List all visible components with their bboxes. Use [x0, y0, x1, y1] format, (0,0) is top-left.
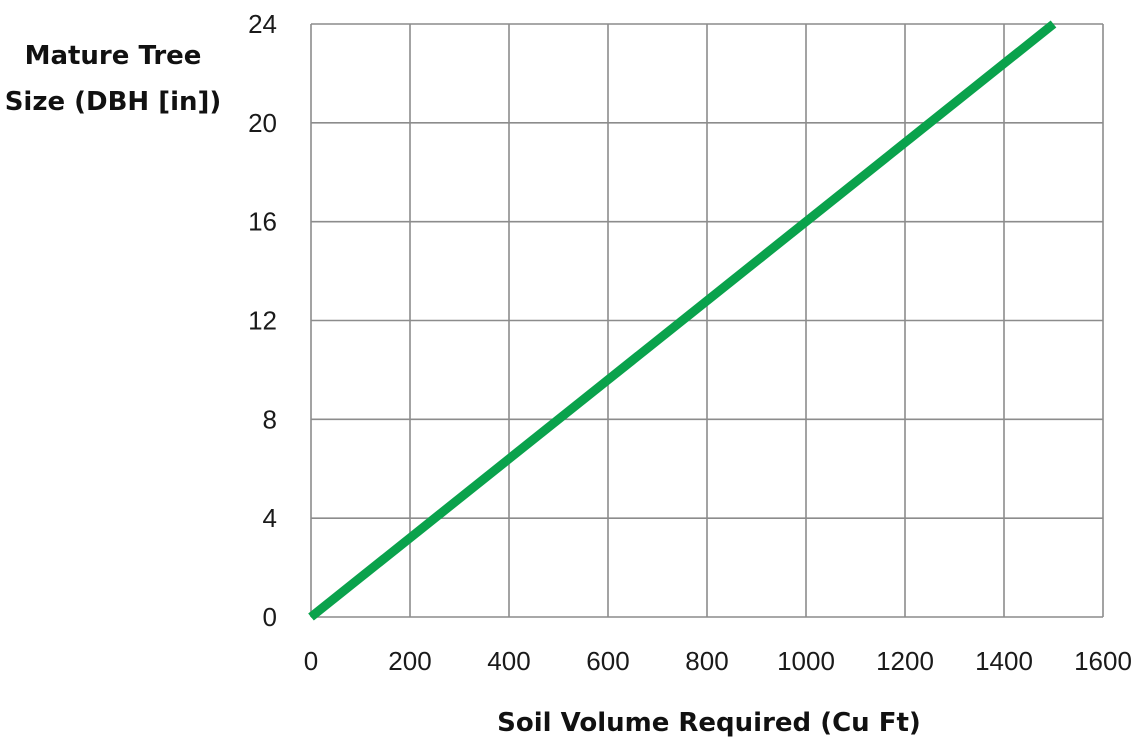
y-tick-label: 4	[263, 503, 277, 533]
series-layer	[308, 20, 1057, 621]
y-tick-label: 12	[248, 306, 277, 336]
x-axis-label: Soil Volume Required (Cu Ft)	[497, 708, 921, 738]
series-line-0	[308, 20, 1057, 621]
x-tick-label: 0	[304, 646, 318, 676]
x-tick-label: 1200	[876, 646, 934, 676]
y-tick-label: 0	[263, 602, 277, 632]
x-tick-label: 600	[586, 646, 629, 676]
y-tick-label: 20	[248, 108, 277, 138]
x-tick-label: 400	[487, 646, 530, 676]
x-tick-label: 200	[388, 646, 431, 676]
grid	[310, 23, 1104, 618]
x-tick-label: 1400	[975, 646, 1033, 676]
x-tick-label: 800	[685, 646, 728, 676]
y-axis-ticks: 0 4 8 12 16 20 24	[248, 9, 277, 632]
y-axis-label-line-2: Size (DBH [in])	[5, 87, 222, 117]
x-tick-label: 1000	[777, 646, 835, 676]
y-axis-label-line-1: Mature Tree	[25, 41, 202, 71]
y-tick-label: 16	[248, 207, 277, 237]
y-tick-label: 24	[248, 9, 277, 39]
x-tick-label: 1600	[1074, 646, 1132, 676]
x-axis-ticks: 0 200 400 600 800 1000 1200 1400 1600	[304, 646, 1132, 676]
y-tick-label: 8	[263, 404, 277, 434]
